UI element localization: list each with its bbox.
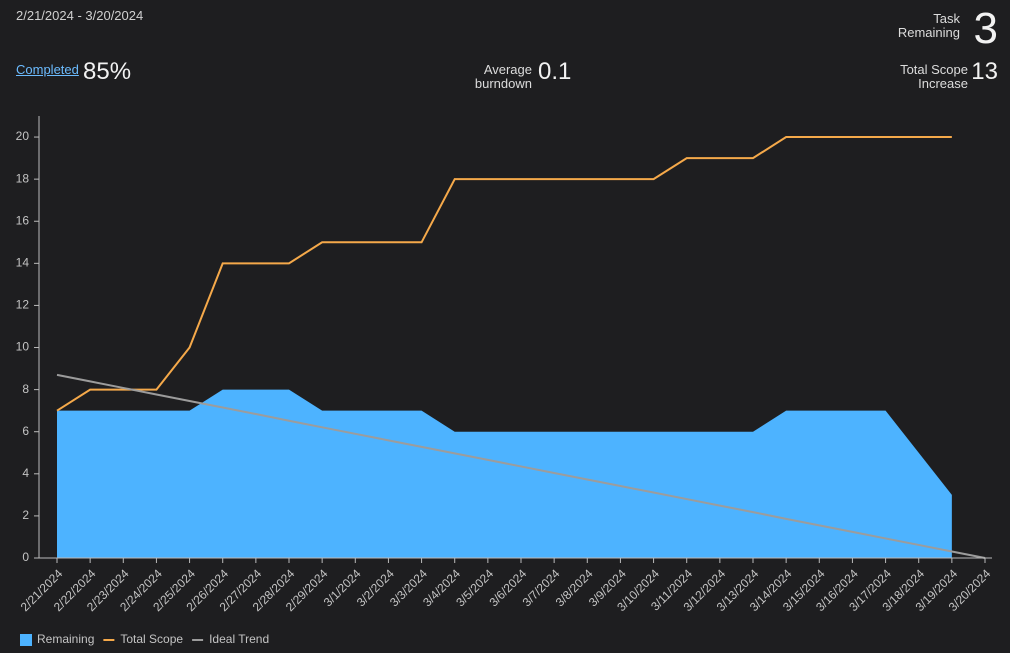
completed-value: 85%: [83, 58, 132, 85]
y-tick-label: 12: [16, 298, 30, 312]
average-burndown-label: Average burndown: [474, 62, 532, 91]
y-tick-label: 6: [22, 424, 29, 438]
date-range: 2/21/2024 - 3/20/2024: [16, 8, 144, 23]
y-tick-label: 8: [22, 382, 29, 396]
y-tick-label: 16: [16, 213, 30, 227]
legend-swatch: [20, 634, 32, 646]
legend-label: Total Scope: [120, 632, 183, 646]
y-tick-label: 2: [22, 508, 29, 522]
y-tick-label: 20: [16, 129, 30, 143]
legend-label: Remaining: [37, 632, 94, 646]
task-remaining-label: Task Remaining: [897, 11, 960, 40]
total-scope-value: 13: [971, 58, 998, 85]
completed-link[interactable]: Completed: [16, 62, 79, 77]
y-tick-label: 18: [16, 171, 30, 185]
y-tick-label: 0: [22, 550, 29, 564]
remaining-area: [57, 389, 952, 558]
series-line: [56, 136, 952, 412]
total-scope-label: Total Scope Increase: [900, 62, 968, 91]
series-line: [56, 373, 986, 559]
y-tick-label: 4: [22, 466, 29, 480]
y-tick-label: 14: [16, 256, 30, 270]
task-remaining-value: 3: [973, 4, 998, 53]
legend-label: Ideal Trend: [209, 632, 269, 646]
average-burndown-value: 0.1: [538, 58, 572, 85]
y-tick-label: 10: [16, 340, 30, 354]
